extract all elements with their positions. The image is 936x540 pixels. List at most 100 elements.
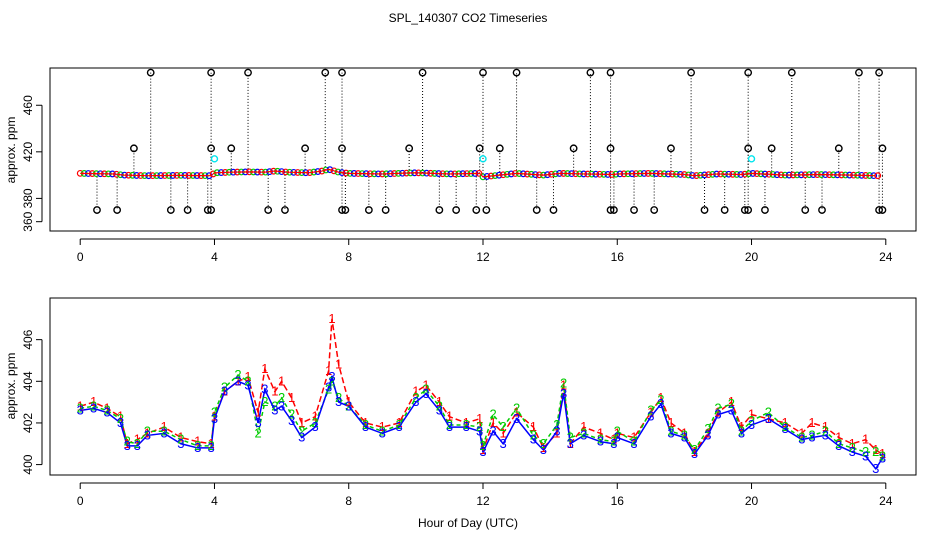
series-2-marker: 2 xyxy=(325,382,332,397)
outlier-low xyxy=(435,206,444,214)
series-2-marker: 2 xyxy=(335,390,342,405)
series-1-marker: 1 xyxy=(177,430,184,445)
series-1-marker: 1 xyxy=(161,419,168,434)
series-2-marker: 2 xyxy=(379,423,386,438)
series-3-marker: 3 xyxy=(345,398,352,413)
series-3-marker: 3 xyxy=(328,369,335,384)
top-x-tick-label: 16 xyxy=(611,250,625,264)
bottom-y-tick-label: 400 xyxy=(21,454,35,474)
series-1-marker: 1 xyxy=(513,405,520,420)
series-1-marker: 1 xyxy=(862,432,869,447)
series-1-marker: 1 xyxy=(610,432,617,447)
series-3-line xyxy=(80,374,884,471)
bottom-x-tick-label: 24 xyxy=(879,494,893,508)
series-2-marker: 2 xyxy=(681,427,688,442)
series-3-marker: 3 xyxy=(278,398,285,413)
series-2-marker: 2 xyxy=(161,423,168,438)
series-2-marker: 2 xyxy=(781,419,788,434)
series-3-marker: 3 xyxy=(234,373,241,388)
series-2-marker: 2 xyxy=(540,436,547,451)
outlier-low xyxy=(606,206,615,214)
series-3-marker: 3 xyxy=(244,377,251,392)
outlier-high xyxy=(855,68,863,77)
series-1-marker: 1 xyxy=(667,415,674,430)
series-2-marker: 2 xyxy=(412,390,419,405)
baseline-line xyxy=(80,168,876,178)
outlier-mid xyxy=(227,144,236,153)
outlier-low xyxy=(166,206,175,214)
outlier-high xyxy=(687,68,696,77)
series-2-marker: 2 xyxy=(822,423,829,438)
series-1-marker: 1 xyxy=(835,430,842,445)
outlier-low xyxy=(207,206,216,214)
series-2-marker: 2 xyxy=(553,417,560,432)
series-1-marker: 1 xyxy=(144,425,151,440)
series-3-marker: 3 xyxy=(681,430,688,445)
outlier-mid xyxy=(130,144,138,153)
series-1-marker: 1 xyxy=(446,409,453,424)
series-3-marker: 3 xyxy=(90,400,97,415)
outlier-high xyxy=(512,68,521,77)
series-1-marker: 1 xyxy=(657,390,664,405)
series-3-marker: 3 xyxy=(479,444,486,459)
series-1-marker: 1 xyxy=(288,390,295,405)
series-2-marker: 2 xyxy=(254,425,261,440)
series-2-marker: 2 xyxy=(530,427,537,442)
series-2-marker: 2 xyxy=(808,427,815,442)
series-2-marker: 2 xyxy=(657,392,664,407)
outlier-high xyxy=(207,68,216,77)
outlier-low xyxy=(744,206,753,214)
series-1-marker: 1 xyxy=(244,369,251,384)
outlier-low xyxy=(549,206,558,214)
outlier-low xyxy=(700,206,709,214)
series-2-marker: 2 xyxy=(765,405,772,420)
series-3-marker: 3 xyxy=(704,427,711,442)
series-1-marker: 1 xyxy=(765,411,772,426)
series-2-marker: 2 xyxy=(362,417,369,432)
series-3-marker: 3 xyxy=(798,432,805,447)
series-1-marker: 1 xyxy=(748,407,755,422)
outlier-low xyxy=(341,206,350,214)
series-1-marker: 1 xyxy=(822,419,829,434)
series-3-marker: 3 xyxy=(77,402,84,417)
series-3-marker: 3 xyxy=(567,436,574,451)
series-1-marker: 1 xyxy=(194,434,201,449)
series-2-marker: 2 xyxy=(194,438,201,453)
series-1-marker: 1 xyxy=(261,361,268,376)
series-2-marker: 2 xyxy=(872,444,879,459)
baseline-point xyxy=(209,170,217,178)
series-3-marker: 3 xyxy=(879,450,886,465)
series-2-marker: 2 xyxy=(271,398,278,413)
outlier-low xyxy=(203,206,212,214)
series-1-marker: 1 xyxy=(540,440,547,455)
outlier-low xyxy=(113,206,122,214)
series-2-marker: 2 xyxy=(567,430,574,445)
series-1-marker: 1 xyxy=(278,373,285,388)
series-3-marker: 3 xyxy=(211,411,218,426)
series-1-marker: 1 xyxy=(647,405,654,420)
outlier-low xyxy=(472,206,481,214)
series-1-marker: 1 xyxy=(436,394,443,409)
series-1-marker: 1 xyxy=(714,405,721,420)
series-1-marker: 1 xyxy=(691,444,698,459)
series-3-marker: 3 xyxy=(630,436,637,451)
outlier-mid xyxy=(834,144,843,153)
series-1-marker: 1 xyxy=(124,436,131,451)
series-2-marker: 2 xyxy=(647,402,654,417)
series-2-marker: 2 xyxy=(630,434,637,449)
series-2-marker: 2 xyxy=(691,442,698,457)
series-2-marker: 2 xyxy=(479,438,486,453)
series-3-marker: 3 xyxy=(395,419,402,434)
series-1-marker: 1 xyxy=(134,432,141,447)
series-3-marker: 3 xyxy=(614,430,621,445)
top-panel: 0 4 8 12 16 20 24 360 380 420 460 approx. ppm xyxy=(4,67,917,264)
outlier-high xyxy=(479,68,487,77)
chart-title: SPL_140307 CO2 Timeseries xyxy=(389,11,548,25)
series-2-marker: 2 xyxy=(436,398,443,413)
series-3-marker: 3 xyxy=(379,425,386,440)
series-3-marker: 3 xyxy=(765,411,772,426)
series-3-marker: 3 xyxy=(325,380,332,395)
series-1-marker: 1 xyxy=(271,384,278,399)
